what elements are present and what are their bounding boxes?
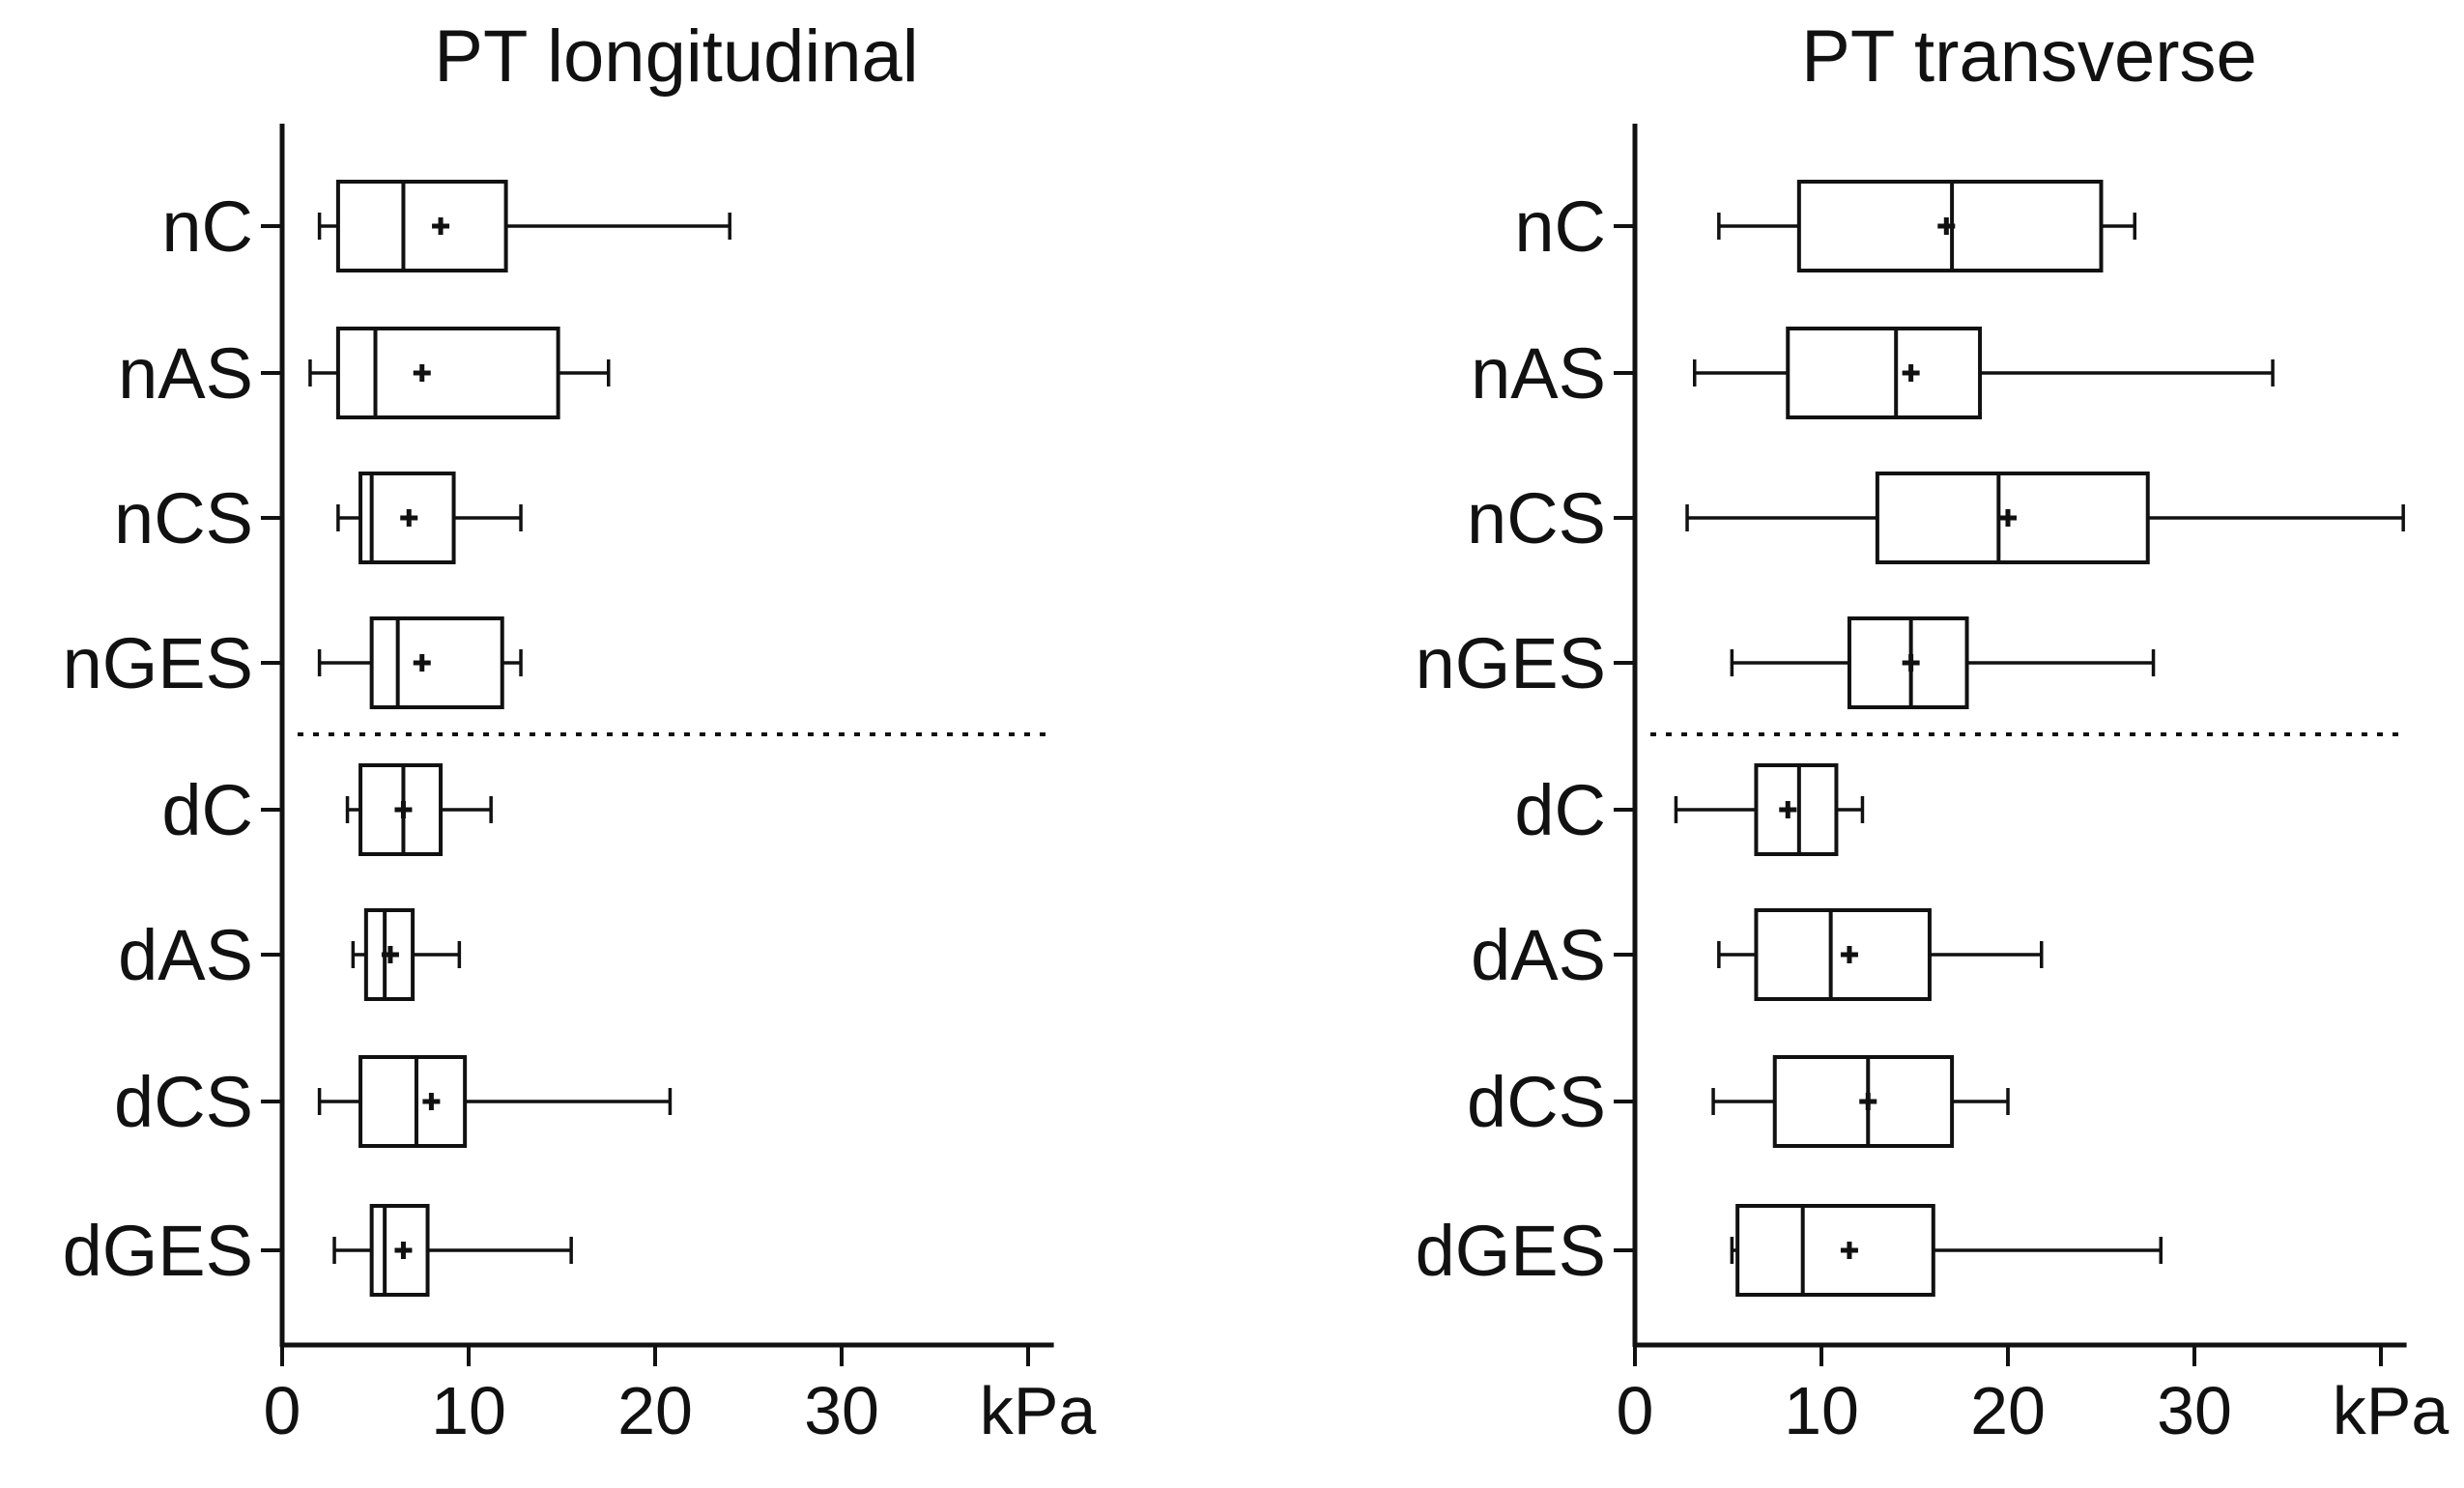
box-nAS: nAS <box>118 327 611 419</box>
category-label: nGES <box>1416 623 1606 703</box>
category-label: nC <box>161 186 253 267</box>
chart-title: PT transverse <box>1801 15 2257 98</box>
iqr-box <box>1735 1204 1935 1297</box>
box-dAS: dAS <box>1471 908 2044 1001</box>
box-dAS: dAS <box>118 908 462 1001</box>
category-label: dC <box>161 770 253 850</box>
box-nCS: nCS <box>1467 472 2405 564</box>
iqr-box <box>1847 616 1969 709</box>
x-tick-label: 30 <box>2157 1373 2232 1448</box>
category-label: nC <box>1514 186 1606 267</box>
iqr-box <box>363 908 415 1001</box>
box-nCS: nCS <box>114 472 523 564</box>
category-label: nAS <box>118 333 253 414</box>
box-nGES: nGES <box>63 616 523 709</box>
box-dC: dC <box>161 763 493 856</box>
panel-pt-transverse: PT transverse 0 10 20 30 kPa nC nAS nCS nGES dC dAS… <box>1416 15 2450 1448</box>
category-label: dGES <box>1416 1211 1606 1291</box>
category-label: dAS <box>1471 915 1606 995</box>
x-tick-label: 30 <box>804 1373 879 1448</box>
iqr-box <box>335 327 560 419</box>
iqr-box <box>369 616 504 709</box>
x-unit-label: kPa <box>980 1373 1097 1448</box>
box-dGES: dGES <box>63 1204 573 1297</box>
x-tick-label: 10 <box>1784 1373 1859 1448</box>
category-label: dC <box>1514 770 1606 850</box>
x-tick-label: 20 <box>1970 1373 2046 1448</box>
category-label: nAS <box>1471 333 1606 414</box>
category-label: dCS <box>114 1062 253 1142</box>
box-dCS: dCS <box>114 1055 673 1148</box>
box-dCS: dCS <box>1467 1055 2010 1148</box>
category-label: dAS <box>118 915 253 995</box>
panel-pt-longitudinal: PT longitudinal 0 10 20 30 kPa nC nAS nCS nGES dC d… <box>63 15 1097 1448</box>
x-tick-label: 20 <box>617 1373 693 1448</box>
x-tick-label: 0 <box>1617 1373 1654 1448</box>
iqr-box <box>1754 763 1839 856</box>
x-tick-label: 10 <box>431 1373 506 1448</box>
iqr-box <box>358 1055 468 1148</box>
box-dC: dC <box>1514 763 1865 856</box>
iqr-box <box>335 180 508 272</box>
box-dGES: dGES <box>1416 1204 2163 1297</box>
category-label: dCS <box>1467 1062 1606 1142</box>
category-label: nGES <box>63 623 253 703</box>
category-label: nCS <box>114 478 253 558</box>
category-label: nCS <box>1467 478 1606 558</box>
x-tick-label: 0 <box>264 1373 301 1448</box>
category-label: dGES <box>63 1211 253 1291</box>
box-nGES: nGES <box>1416 616 2156 709</box>
iqr-box <box>1786 327 1983 419</box>
box-nC: nC <box>1514 180 2136 272</box>
box-nC: nC <box>161 180 731 272</box>
x-unit-label: kPa <box>2333 1373 2450 1448</box>
chart-title: PT longitudinal <box>434 15 918 98</box>
box-nAS: nAS <box>1471 327 2275 419</box>
